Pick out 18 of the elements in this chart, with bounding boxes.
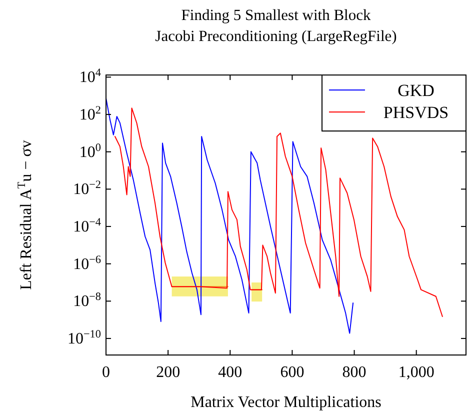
chart-title: Finding 5 Smallest with Block Jacobi Preconditioning (LargeRegFile) [155,7,397,45]
x-tick-label: 400 [218,364,242,381]
y-tick-label: 10$^{−10}$ [68,328,102,348]
y-tick-label: 10$^{−4}$ [73,216,102,236]
y-tick-label: 10$^{−6}$ [73,254,102,273]
x-tick-label: 200 [156,364,180,381]
y-tick-label: 10$^{4}$ [79,67,102,86]
x-tick-label: 1,000 [398,364,434,381]
x-tick-label: 0 [102,364,110,381]
x-axis-title: Matrix Vector Multiplications [190,394,382,411]
y-tick-label: 10$^{−8}$ [73,291,102,310]
y-tick-label: 10$^{2}$ [79,104,101,124]
y-tick-label: 10$^{0}$ [79,142,102,161]
legend-label: PHSVDS [383,103,449,122]
x-tick-label: 800 [342,364,366,381]
y-tick-label: 10$^{−2}$ [73,179,101,198]
x-tick-label: 600 [280,364,304,381]
legend-label: GKD [398,81,434,100]
